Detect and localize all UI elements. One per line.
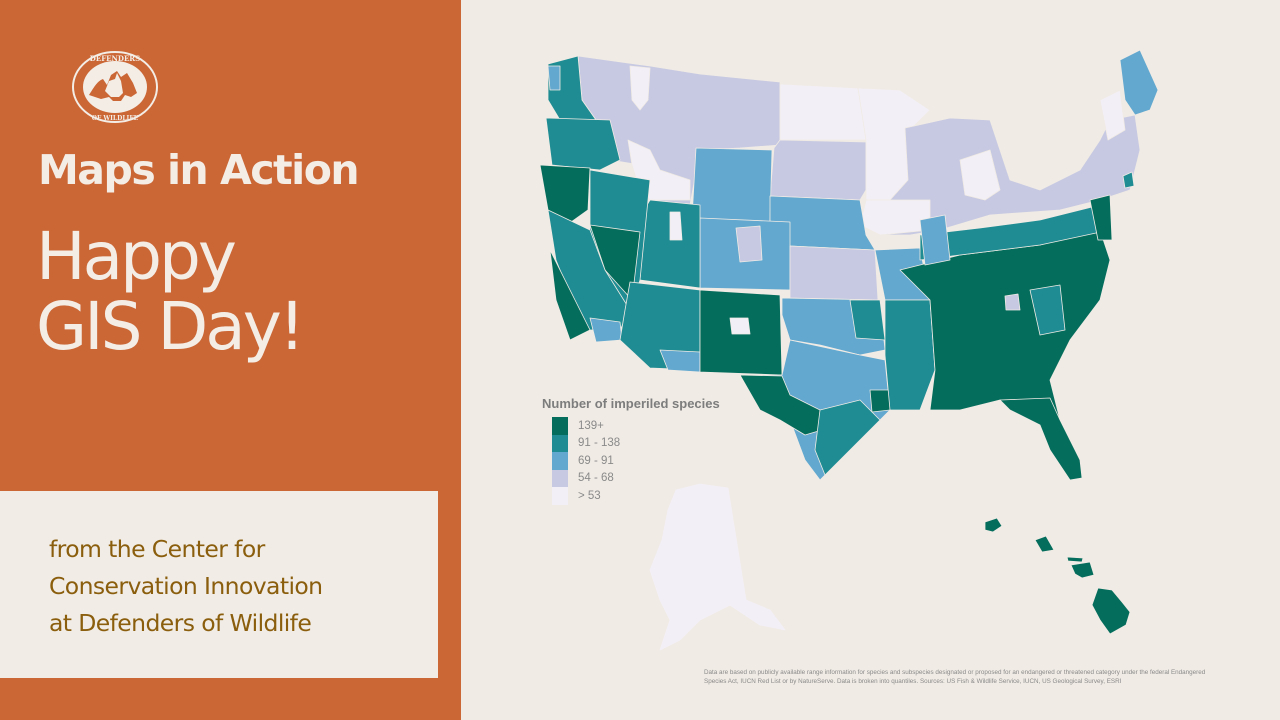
region-mid-atlantic-dark bbox=[1089, 194, 1113, 241]
legend-swatch bbox=[552, 469, 568, 487]
legend-label: 54 - 68 bbox=[578, 472, 614, 485]
region-wyoming bbox=[691, 147, 773, 223]
region-arkansas-lousiana-teal bbox=[884, 299, 936, 411]
region-idaho-panhandle-lightest bbox=[629, 65, 651, 111]
region-texas-coast-teal bbox=[814, 399, 881, 476]
region-washington-blue bbox=[547, 65, 561, 91]
legend-title: Number of imperiled species bbox=[542, 396, 720, 411]
region-oregon bbox=[545, 117, 621, 171]
region-kansas-light bbox=[789, 245, 879, 301]
region-oklahoma-teal bbox=[849, 299, 886, 341]
legend-item: 69 - 91 bbox=[552, 452, 720, 470]
region-alaska bbox=[649, 483, 786, 651]
legend-item: 139+ bbox=[552, 417, 720, 435]
region-vermont-lightest bbox=[1099, 89, 1126, 141]
region-atlanta-light bbox=[1004, 293, 1021, 311]
legend-label: 91 - 138 bbox=[578, 437, 621, 450]
defenders-of-wildlife-logo-icon: DEFENDERS OF WILDLIFE bbox=[72, 51, 158, 123]
region-south-dakota-light bbox=[769, 139, 867, 201]
region-iowa-lightest bbox=[859, 199, 931, 236]
region-utah-lightest bbox=[669, 211, 683, 241]
svg-text:DEFENDERS: DEFENDERS bbox=[90, 54, 140, 63]
credit-box bbox=[0, 491, 438, 678]
map-legend: Number of imperiled species 139+ 91 - 13… bbox=[542, 396, 720, 505]
region-new-mexico-lightest bbox=[729, 317, 751, 335]
legend-swatch bbox=[552, 417, 568, 435]
legend-label: > 53 bbox=[578, 489, 601, 502]
credit-text: from the Center for Conservation Innovat… bbox=[49, 531, 323, 642]
region-hawaii-molokai bbox=[1066, 556, 1084, 563]
region-florida bbox=[999, 397, 1083, 481]
region-rhode-island bbox=[1122, 171, 1135, 189]
credit-line-1: from the Center for bbox=[49, 535, 265, 563]
credit-line-2: Conservation Innovation bbox=[49, 572, 323, 600]
kicker-title: Maps in Action bbox=[38, 146, 360, 194]
legend-swatch bbox=[552, 452, 568, 470]
legend-label: 69 - 91 bbox=[578, 454, 614, 467]
legend-swatch bbox=[552, 434, 568, 452]
data-source-footnote: Data are based on publicly available ran… bbox=[704, 669, 1206, 685]
headline: Happy GIS Day! bbox=[36, 218, 305, 365]
region-illinois-blue bbox=[919, 214, 951, 266]
region-colorado-light-inner bbox=[735, 225, 763, 263]
credit-line-3: at Defenders of Wildlife bbox=[49, 609, 312, 637]
svg-text:OF WILDLIFE: OF WILDLIFE bbox=[92, 115, 139, 122]
region-socal-blue bbox=[589, 317, 623, 343]
headline-line-1: Happy bbox=[36, 218, 237, 295]
region-georgia-teal bbox=[1029, 284, 1066, 336]
legend-label: 139+ bbox=[578, 419, 604, 432]
region-michigan-lightest bbox=[959, 149, 1001, 201]
region-hawaii-kauai bbox=[984, 517, 1003, 533]
legend-item: > 53 bbox=[552, 487, 720, 505]
headline-line-2: GIS Day! bbox=[36, 288, 305, 365]
region-hawaii-big-island bbox=[1091, 587, 1131, 635]
legend-swatch bbox=[552, 487, 568, 505]
region-hawaii-maui bbox=[1070, 561, 1095, 579]
legend-item: 54 - 68 bbox=[552, 469, 720, 487]
legend-item: 91 - 138 bbox=[552, 434, 720, 452]
region-north-dakota-lightest bbox=[779, 83, 867, 141]
region-maine bbox=[1119, 49, 1159, 116]
region-hawaii-oahu bbox=[1034, 535, 1055, 553]
region-california-coast-dark bbox=[549, 249, 591, 341]
